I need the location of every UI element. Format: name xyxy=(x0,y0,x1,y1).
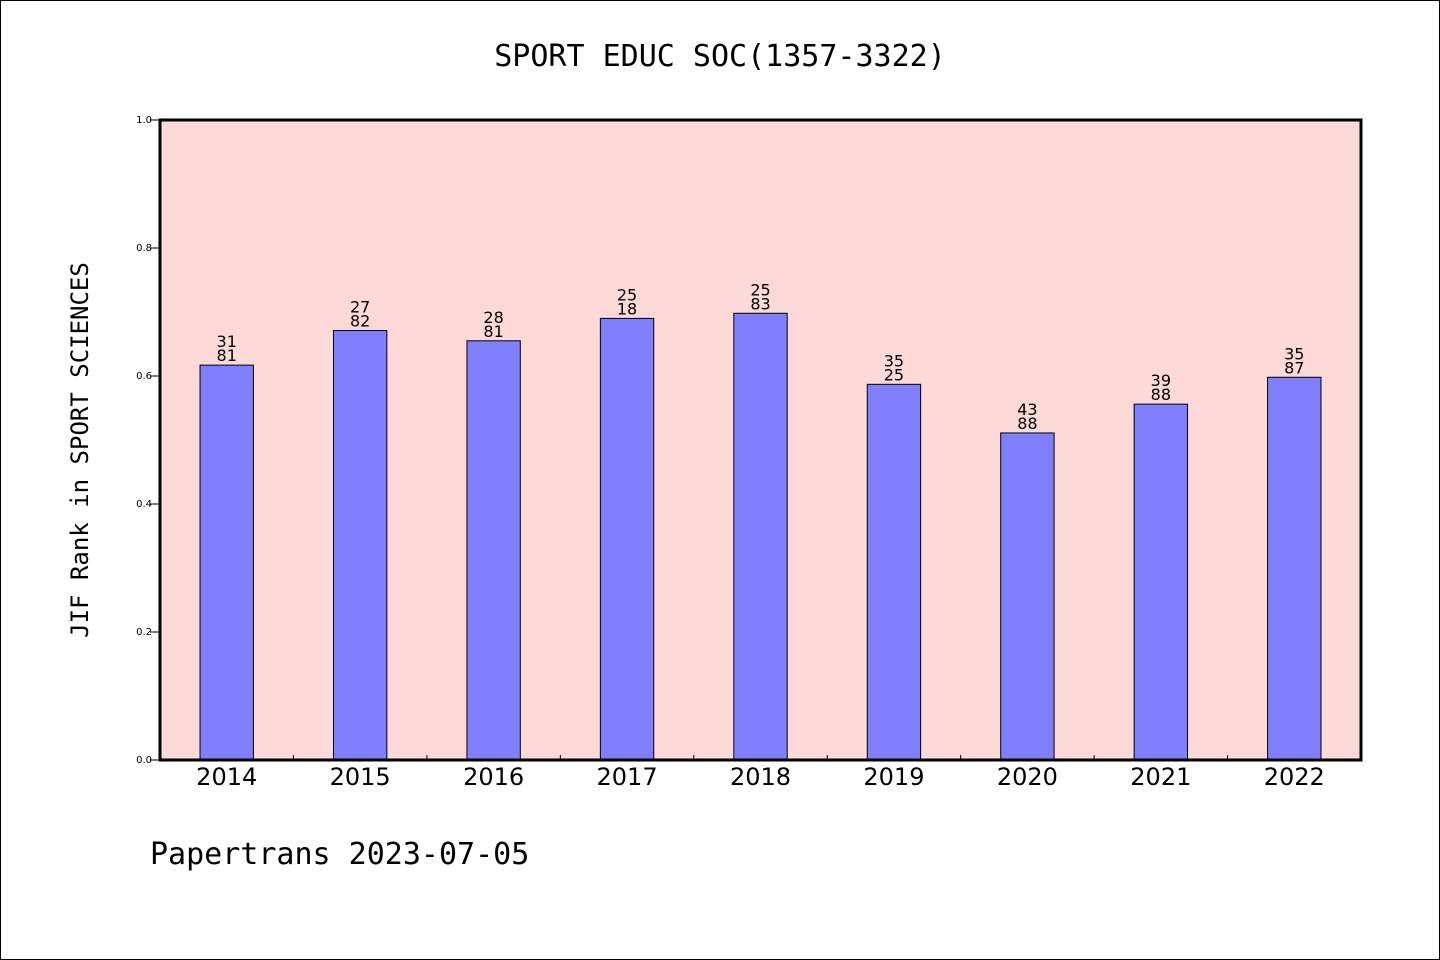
chart-title: SPORT EDUC SOC(1357-3322) xyxy=(494,39,946,74)
data-label-2018-2: 83 xyxy=(750,294,770,313)
bar-2015 xyxy=(332,330,388,761)
x-tick-label-2017: 2017 xyxy=(597,763,658,791)
bar-2022 xyxy=(1267,376,1322,761)
data-label-2021-2: 88 xyxy=(1151,385,1171,404)
y-tick-label-0.2: 0.2 xyxy=(136,627,152,638)
bar-2014 xyxy=(199,364,254,761)
y-tick-label-0.6: 0.6 xyxy=(136,371,152,382)
data-label-2014-1: 31 xyxy=(217,332,237,351)
bar-2020 xyxy=(1000,432,1055,761)
data-label-2016-2: 81 xyxy=(483,322,503,341)
data-label-2014-2: 81 xyxy=(217,346,237,365)
y-tick-label-0.8: 0.8 xyxy=(136,243,152,254)
data-label-2017-1: 25 xyxy=(617,285,637,304)
data-label-2018-1: 25 xyxy=(750,280,770,299)
bar-2018 xyxy=(733,312,788,761)
data-label-2022-1: 35 xyxy=(1284,344,1304,363)
data-label-2015-1: 27 xyxy=(350,298,370,317)
data-label-2019-1: 35 xyxy=(884,351,904,370)
x-tick-label-2020: 2020 xyxy=(997,763,1058,791)
data-label-2015-2: 82 xyxy=(350,312,370,331)
x-tick-label-2021: 2021 xyxy=(1130,763,1191,791)
y-tick-label-0.4: 0.4 xyxy=(136,499,152,510)
data-label-2017-2: 18 xyxy=(617,299,637,318)
x-tick-label-2014: 2014 xyxy=(196,763,257,791)
data-label-2022-2: 87 xyxy=(1284,358,1304,377)
x-tick-label-2018: 2018 xyxy=(730,763,791,791)
x-tick-label-2015: 2015 xyxy=(330,763,391,791)
data-label-2021-1: 39 xyxy=(1151,371,1171,390)
y-tick-label-1.0: 1.0 xyxy=(136,115,152,126)
data-label-2020-2: 88 xyxy=(1017,414,1037,433)
x-tick-label-2016: 2016 xyxy=(463,763,524,791)
bar-2016 xyxy=(466,340,521,761)
bar-2017 xyxy=(599,317,655,761)
bar-2021 xyxy=(1133,403,1189,761)
footer-text: Papertrans 2023-07-05 xyxy=(150,837,529,872)
data-label-2020-1: 43 xyxy=(1017,400,1037,419)
plot-border xyxy=(158,118,1363,762)
data-label-2016-1: 28 xyxy=(483,308,503,327)
bar-2019 xyxy=(866,383,922,761)
data-label-2019-2: 25 xyxy=(884,365,904,384)
x-tick-label-2019: 2019 xyxy=(863,763,924,791)
y-tick-label-0.0: 0.0 xyxy=(136,755,152,766)
y-axis-label: JIF Rank in SPORT SCIENCES xyxy=(66,262,94,638)
x-tick-label-2022: 2022 xyxy=(1264,763,1325,791)
